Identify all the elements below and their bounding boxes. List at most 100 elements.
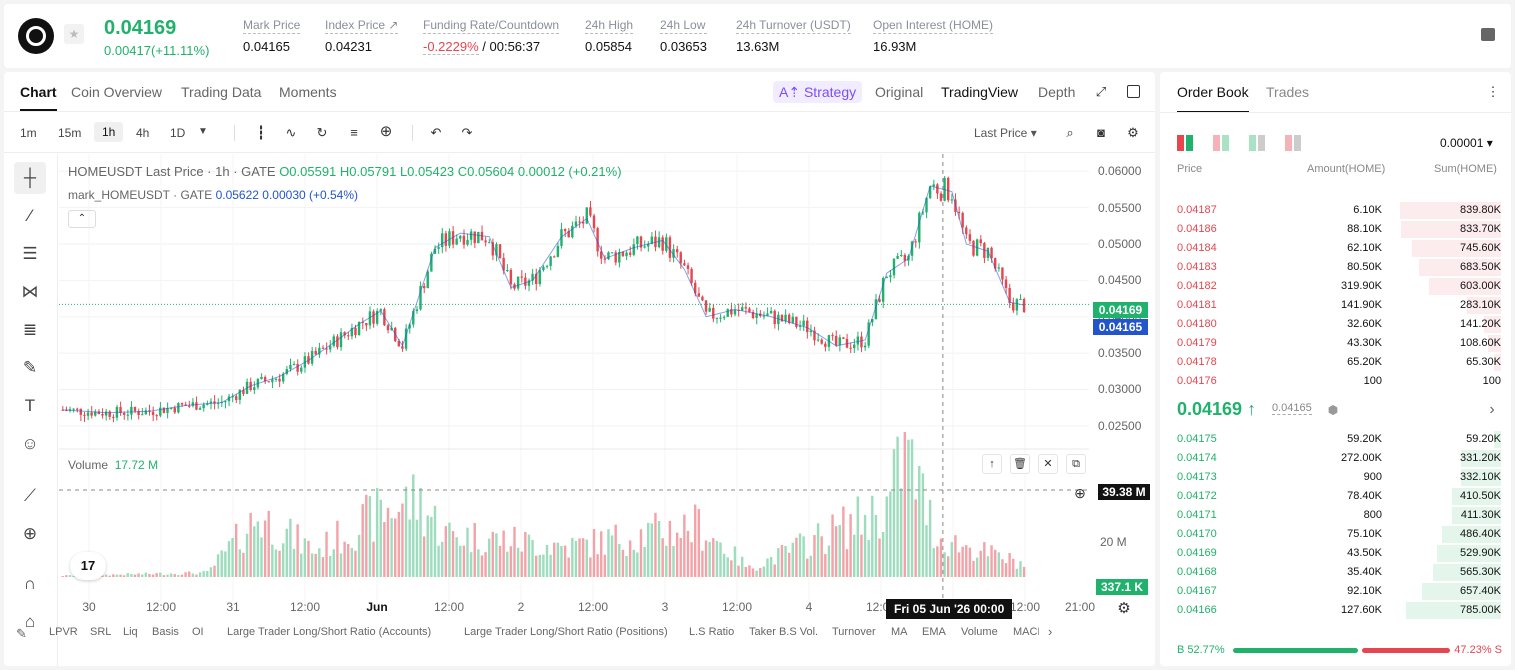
camera-icon[interactable]: ◙ xyxy=(1097,125,1105,140)
tab-order-book[interactable]: Order Book xyxy=(1177,84,1249,113)
tab-moments[interactable]: Moments xyxy=(279,84,337,100)
undo-icon[interactable]: ↶ xyxy=(430,125,442,140)
tf-4h[interactable]: 4h xyxy=(136,126,150,140)
delete-icon[interactable]: 🗑 xyxy=(1010,454,1030,474)
trend-line-icon[interactable]: ⁄ xyxy=(28,206,32,225)
candle-body xyxy=(365,322,368,326)
tf-1m[interactable]: 1m xyxy=(20,126,37,140)
bid-row[interactable]: 0.04166 127.60K 785.00K xyxy=(1160,601,1511,620)
indicator-liq[interactable]: Liq xyxy=(123,626,138,638)
bid-row[interactable]: 0.04173 900 332.10K xyxy=(1160,468,1511,487)
ask-row[interactable]: 0.04187 6.10K 839.80K xyxy=(1160,201,1511,220)
pattern-icon[interactable]: ⋈ xyxy=(21,282,39,301)
more-icon[interactable]: ⋮ xyxy=(1486,84,1500,99)
template-icon[interactable]: ≡ xyxy=(350,125,358,140)
horizontal-lines-icon[interactable]: ☰ xyxy=(22,244,38,263)
tab-chart[interactable]: Chart xyxy=(20,84,57,111)
collapse-icon[interactable]: ✕ xyxy=(1038,454,1058,474)
window-icon[interactable] xyxy=(1127,85,1140,98)
precision-select[interactable]: 0.00001 ▾ xyxy=(1440,136,1493,150)
move-up-icon[interactable]: ↑ xyxy=(982,454,1002,474)
redo-icon[interactable]: ↷ xyxy=(461,125,473,140)
tab-trades[interactable]: Trades xyxy=(1266,84,1310,100)
indicator-lt-positions[interactable]: Large Trader Long/Short Ratio (Positions… xyxy=(464,626,668,638)
view-original[interactable]: Original xyxy=(875,84,924,100)
indicator-turnover[interactable]: Turnover xyxy=(832,626,876,638)
bid-row[interactable]: 0.04168 35.40K 565.30K xyxy=(1160,563,1511,582)
indicator-ls-ratio[interactable]: L.S Ratio xyxy=(689,626,735,638)
indicator-oi[interactable]: OI xyxy=(192,626,204,638)
price-chart[interactable] xyxy=(59,154,1089,609)
crosshair-add-icon[interactable]: ⊕ xyxy=(1074,485,1086,501)
search-icon[interactable]: ⌕ xyxy=(1066,125,1074,140)
pencil-icon[interactable]: ✎ xyxy=(16,626,27,641)
indicator-basis[interactable]: Basis xyxy=(152,626,179,638)
text-icon[interactable]: T xyxy=(24,396,36,415)
ask-row[interactable]: 0.04178 65.20K 65.30K xyxy=(1160,353,1511,372)
book-icon[interactable] xyxy=(1481,28,1495,41)
stat-index-price[interactable]: Index Price ↗ 0.04231 xyxy=(325,18,399,54)
tf-1d[interactable]: 1D xyxy=(170,126,186,140)
ask-row[interactable]: 0.04179 43.30K 108.60K xyxy=(1160,334,1511,353)
settings-icon[interactable]: ⚙ xyxy=(1127,125,1139,140)
magnet-icon[interactable]: ∩ xyxy=(23,574,37,593)
layout-both-icon[interactable] xyxy=(1177,135,1193,151)
indicator-volume[interactable]: Volume xyxy=(961,626,998,638)
layout-bids-icon[interactable] xyxy=(1249,135,1265,151)
zoom-in-icon[interactable]: ⊕ xyxy=(22,524,38,543)
scroll-right-icon[interactable]: › xyxy=(1048,624,1053,639)
favorite-star-icon[interactable]: ★ xyxy=(64,24,84,44)
add-indicator-icon[interactable]: ⊕ xyxy=(379,123,393,140)
tab-trading-data[interactable]: Trading Data xyxy=(181,84,262,100)
brush-icon[interactable]: ✎ xyxy=(22,358,38,377)
tab-coin-overview[interactable]: Coin Overview xyxy=(71,84,163,100)
row-price: 0.04181 xyxy=(1177,299,1217,311)
bid-row[interactable]: 0.04175 59.20K 59.20K xyxy=(1160,430,1511,449)
bid-row[interactable]: 0.04172 78.40K 410.50K xyxy=(1160,487,1511,506)
layout-default-icon[interactable] xyxy=(1213,135,1229,151)
refresh-icon[interactable]: ↻ xyxy=(316,125,328,140)
bid-row[interactable]: 0.04171 800 411.30K xyxy=(1160,506,1511,525)
ask-row[interactable]: 0.04181 141.90K 283.10K xyxy=(1160,296,1511,315)
expand-icon[interactable]: ⤢ xyxy=(1095,84,1107,99)
strategy-button[interactable]: A⇡ Strategy xyxy=(773,81,863,103)
indicator-macd[interactable]: MACD xyxy=(1013,626,1039,638)
ask-row[interactable]: 0.04183 80.50K 683.50K xyxy=(1160,258,1511,277)
bid-row[interactable]: 0.04167 92.10K 657.40K xyxy=(1160,582,1511,601)
bid-row[interactable]: 0.04174 272.00K 331.20K xyxy=(1160,449,1511,468)
view-depth[interactable]: Depth xyxy=(1038,84,1076,100)
candle-body xyxy=(234,396,238,400)
ask-row[interactable]: 0.04186 88.10K 833.70K xyxy=(1160,220,1511,239)
ask-row[interactable]: 0.04180 32.60K 141.20K xyxy=(1160,315,1511,334)
tf-15m[interactable]: 15m xyxy=(58,126,82,140)
collapse-legend-button[interactable]: ⌃ xyxy=(68,210,96,228)
fib-icon[interactable]: ≣ xyxy=(22,320,38,339)
indicator-taker-vol[interactable]: Taker B.S Vol. xyxy=(749,626,819,638)
crosshair-icon[interactable]: ┼ xyxy=(14,162,46,194)
indicator-lt-accounts[interactable]: Large Trader Long/Short Ratio (Accounts) xyxy=(227,626,432,638)
ruler-icon[interactable]: ⟋ xyxy=(24,486,36,505)
price-axis[interactable]: 0.060000.055000.050000.045000.040000.035… xyxy=(1090,154,1155,609)
tf-1h[interactable]: 1h xyxy=(94,122,124,142)
candle-type-icon[interactable]: ┇ xyxy=(257,125,265,140)
bid-row[interactable]: 0.04170 75.10K 486.40K xyxy=(1160,525,1511,544)
chevron-right-icon[interactable]: › xyxy=(1489,401,1495,418)
emoji-icon[interactable]: ☺ xyxy=(21,434,39,453)
ask-row[interactable]: 0.04184 62.10K 745.60K xyxy=(1160,239,1511,258)
lock-icon[interactable]: ⌂ xyxy=(24,612,36,631)
bid-row[interactable]: 0.04169 43.50K 529.90K xyxy=(1160,544,1511,563)
maximize-icon[interactable]: ⧉ xyxy=(1066,454,1086,474)
ask-row[interactable]: 0.04176 100 100 xyxy=(1160,372,1511,391)
view-tradingview[interactable]: TradingView xyxy=(941,84,1019,100)
coin-logo xyxy=(18,18,54,54)
indicators-icon[interactable]: ∿ xyxy=(285,125,297,140)
layout-asks-icon[interactable] xyxy=(1285,135,1301,151)
indicator-srl[interactable]: SRL xyxy=(90,626,112,638)
chart-settings-icon[interactable]: ⚙ xyxy=(1117,600,1131,617)
timeframe-dropdown-icon[interactable]: ▼ xyxy=(198,126,208,137)
indicator-ma[interactable]: MA xyxy=(891,626,908,638)
indicator-ema[interactable]: EMA xyxy=(922,626,946,638)
ask-row[interactable]: 0.04182 319.90K 603.00K xyxy=(1160,277,1511,296)
indicator-lpvr[interactable]: LPVR xyxy=(49,626,78,638)
price-type-select[interactable]: Last Price ▾ xyxy=(974,126,1037,140)
